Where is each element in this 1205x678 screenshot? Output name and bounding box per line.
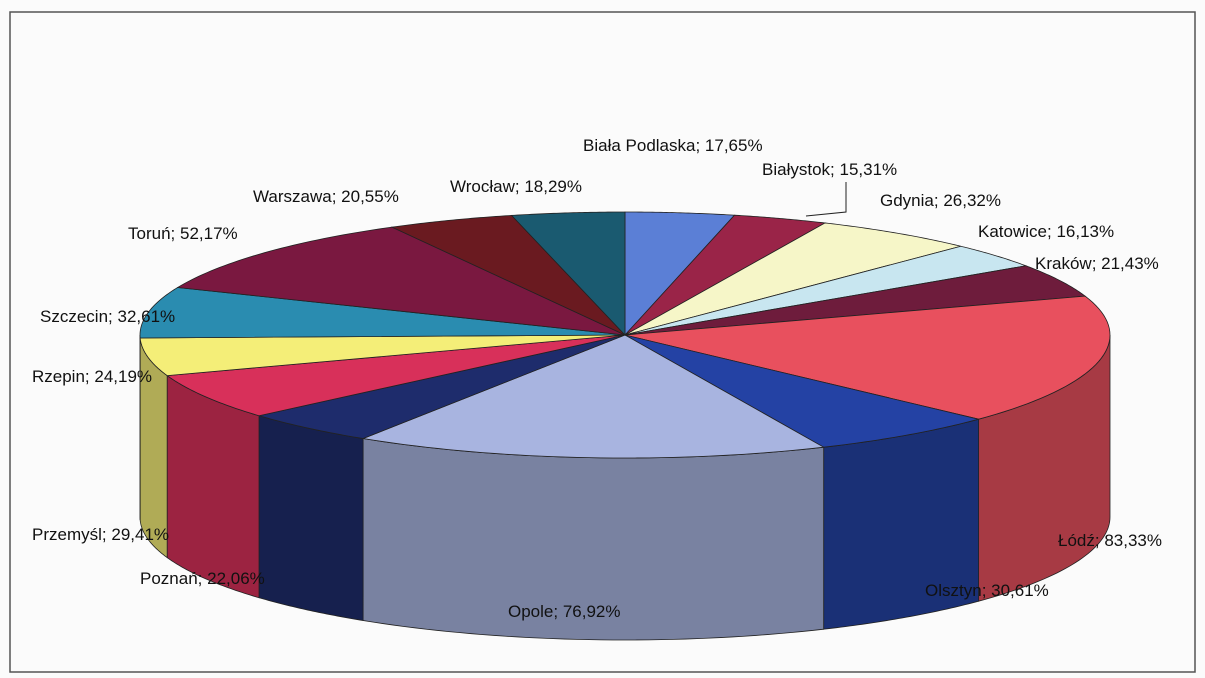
data-label: Poznań; 22,06%	[140, 569, 265, 588]
data-label: Szczecin; 32,61%	[40, 307, 175, 326]
separator: ;	[108, 307, 117, 326]
value-label: 52,17%	[180, 224, 238, 243]
category-name: Szczecin	[40, 307, 108, 326]
slice	[624, 214, 827, 336]
value-label: 76,92%	[563, 602, 621, 621]
separator: ;	[198, 569, 207, 588]
category-name: Opole	[508, 602, 553, 621]
value-label: 22,06%	[207, 569, 265, 588]
category-name: Katowice	[978, 222, 1047, 241]
category-name: Biała Podlaska	[583, 136, 696, 155]
category-name: Kraków	[1035, 254, 1092, 273]
value-label: 83,33%	[1104, 531, 1162, 550]
slice-side	[258, 415, 364, 621]
data-label: Wrocław; 18,29%	[450, 177, 582, 196]
chart-frame	[9, 11, 1196, 673]
separator: ;	[934, 191, 943, 210]
category-name: Przemyśl	[32, 525, 102, 544]
slice	[624, 245, 1028, 336]
data-label: Kraków; 21,43%	[1035, 254, 1159, 273]
data-label: Warszawa; 20,55%	[253, 187, 399, 206]
separator: ;	[1092, 254, 1101, 273]
slice	[139, 287, 626, 339]
separator: ;	[1095, 531, 1104, 550]
category-name: Łódź	[1058, 531, 1095, 550]
slice	[139, 334, 626, 377]
separator: ;	[102, 525, 111, 544]
separator: ;	[695, 136, 704, 155]
data-label: Toruń; 52,17%	[128, 224, 238, 243]
category-name: Gdynia	[880, 191, 934, 210]
category-name: Warszawa	[253, 187, 332, 206]
data-label: Katowice; 16,13%	[978, 222, 1114, 241]
separator: ;	[171, 224, 180, 243]
labels: Biała Podlaska; 17,65% Białystok; 15,31% G…	[32, 136, 1162, 621]
separator: ;	[553, 602, 562, 621]
slice	[166, 334, 626, 417]
category-name: Wrocław	[450, 177, 516, 196]
value-label: 21,43%	[1101, 254, 1159, 273]
slice	[624, 295, 1111, 420]
category-name: Olsztyn	[925, 581, 982, 600]
slice	[176, 226, 626, 336]
slice	[361, 334, 825, 459]
separator: ;	[1047, 222, 1056, 241]
slice	[624, 211, 736, 337]
data-label: Gdynia; 26,32%	[880, 191, 1001, 210]
pie	[139, 211, 1111, 641]
data-label: Opole; 76,92%	[508, 602, 621, 621]
data-label: Rzepin; 24,19%	[32, 367, 152, 386]
slice	[624, 222, 961, 336]
category-name: Białystok	[762, 160, 831, 179]
separator: ;	[332, 187, 341, 206]
data-label: Łódź; 83,33%	[1058, 531, 1162, 550]
slice	[390, 214, 626, 336]
value-label: 16,13%	[1056, 222, 1114, 241]
slice	[624, 265, 1087, 336]
category-name: Rzepin	[32, 367, 85, 386]
separator: ;	[85, 367, 94, 386]
data-label: Białystok; 15,31%	[762, 160, 897, 179]
category-name: Poznań	[140, 569, 198, 588]
separator: ;	[515, 177, 524, 196]
slice	[258, 334, 626, 439]
slice	[510, 211, 626, 337]
value-label: 30,61%	[991, 581, 1049, 600]
value-label: 18,29%	[524, 177, 582, 196]
slice	[624, 334, 979, 448]
value-label: 29,41%	[111, 525, 169, 544]
value-label: 24,19%	[94, 367, 152, 386]
data-label: Biała Podlaska; 17,65%	[583, 136, 763, 155]
value-label: 32,61%	[117, 307, 175, 326]
category-name: Toruń	[128, 224, 171, 243]
data-label: Przemyśl; 29,41%	[32, 525, 169, 544]
value-label: 26,32%	[943, 191, 1001, 210]
data-label: Olsztyn; 30,61%	[925, 581, 1049, 600]
value-label: 15,31%	[839, 160, 897, 179]
value-label: 20,55%	[341, 187, 399, 206]
separator: ;	[830, 160, 839, 179]
separator: ;	[982, 581, 991, 600]
leader-line	[805, 182, 847, 217]
value-label: 17,65%	[705, 136, 763, 155]
